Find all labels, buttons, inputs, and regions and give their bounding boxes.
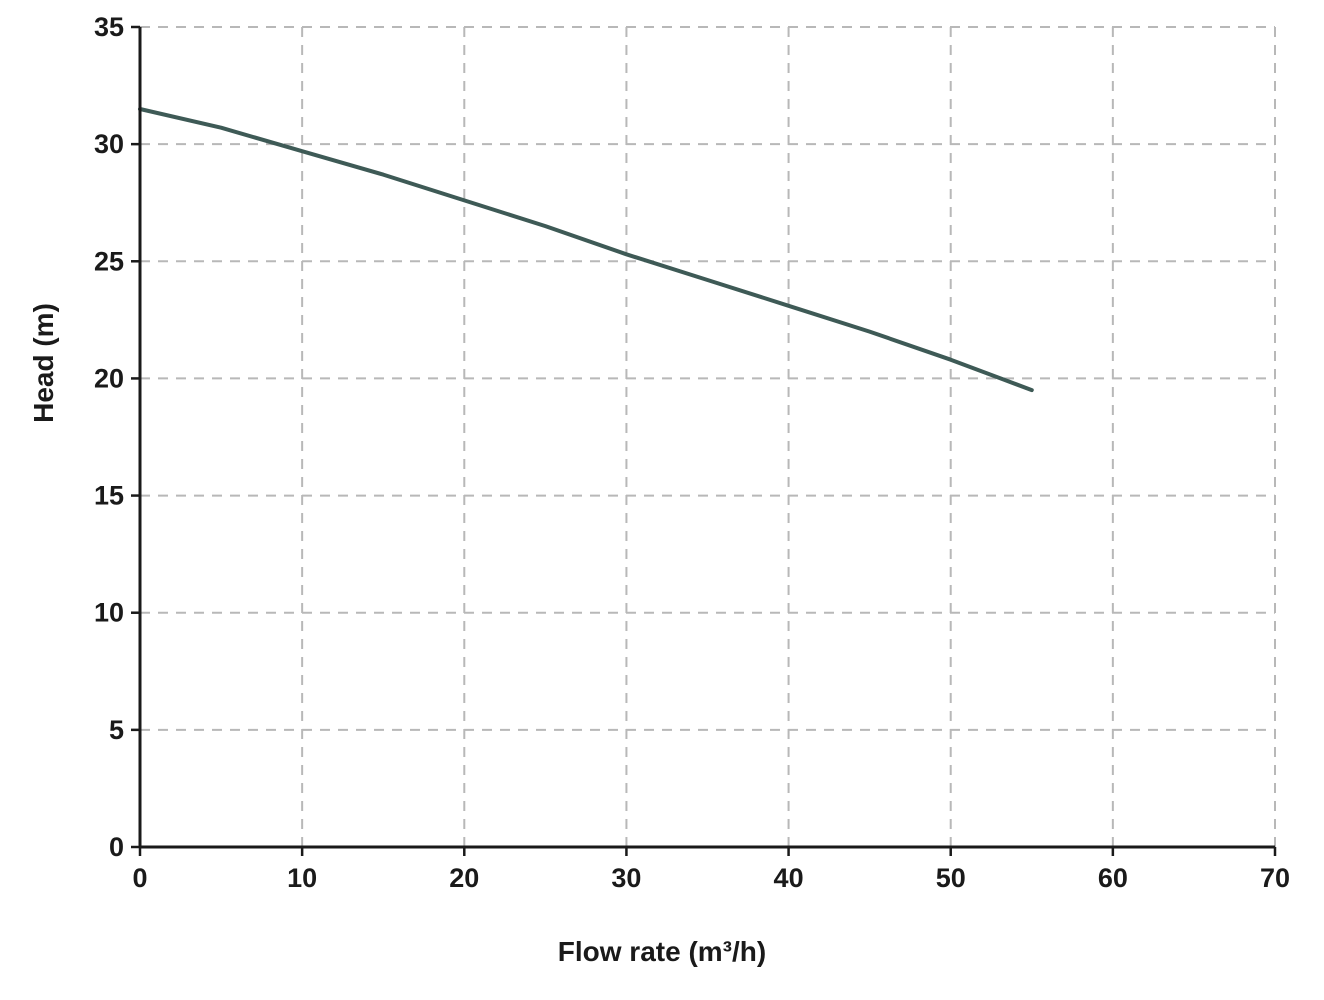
- x-tick-label: 70: [1260, 863, 1290, 893]
- x-tick-label: 40: [774, 863, 804, 893]
- y-tick-label: 25: [94, 246, 124, 276]
- y-tick-label: 35: [94, 12, 124, 42]
- x-tick-label: 60: [1098, 863, 1128, 893]
- x-tick-label: 20: [449, 863, 479, 893]
- x-axis-title: Flow rate (m³/h): [557, 936, 767, 967]
- y-tick-label: 0: [109, 832, 124, 862]
- x-tick-label: 10: [287, 863, 317, 893]
- y-tick-label: 30: [94, 129, 124, 159]
- x-tick-label: 0: [132, 863, 147, 893]
- y-axis-title: Head (m): [28, 303, 59, 423]
- series-line: [138, 107, 1034, 393]
- x-tick-label: 50: [936, 863, 966, 893]
- y-tick-label: 15: [94, 481, 124, 511]
- x-tick-label: 30: [611, 863, 641, 893]
- y-tick-label: 10: [94, 598, 124, 628]
- y-tick-label: 20: [94, 363, 124, 393]
- y-tick-label: 5: [109, 715, 124, 745]
